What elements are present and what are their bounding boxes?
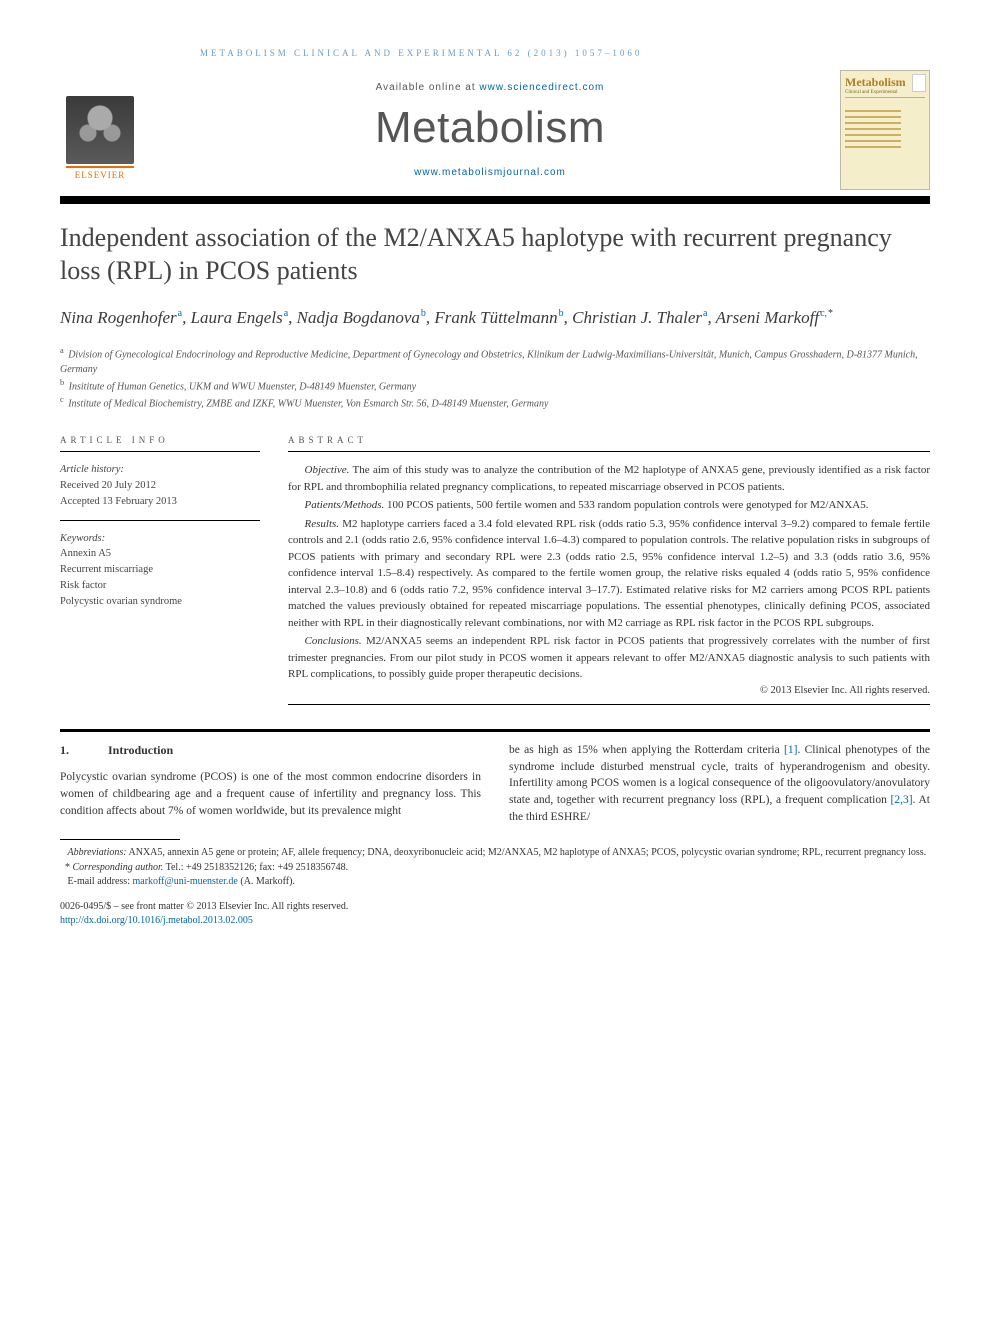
- section-number: 1.: [60, 742, 108, 759]
- corr-text: Tel.: +49 2518352126; fax: +49 251835674…: [163, 862, 348, 873]
- abbrev-text: ANXA5, annexin A5 gene or protein; AF, a…: [127, 847, 927, 858]
- publication-footer: 0026-0495/$ – see front matter © 2013 El…: [60, 900, 930, 928]
- email-line: E-mail address: markoff@uni-muenster.de …: [60, 875, 930, 890]
- section-heading: 1.Introduction: [60, 742, 481, 759]
- publisher-name: ELSEVIER: [75, 170, 126, 180]
- citation-2-3[interactable]: [2,3]: [891, 794, 913, 806]
- elsevier-tree-icon: [66, 96, 134, 164]
- intro-para-right: be as high as 15% when applying the Rott…: [509, 742, 930, 825]
- author-list: Nina Rogenhofera, Laura Engelsa, Nadja B…: [60, 305, 930, 331]
- available-prefix: Available online at: [376, 82, 480, 93]
- cover-mini-icon: [912, 74, 926, 92]
- keywords-list: Annexin A5Recurrent miscarriageRisk fact…: [60, 546, 260, 609]
- keyword: Risk factor: [60, 578, 260, 594]
- article-info-column: ARTICLE INFO Article history: Received 2…: [60, 435, 260, 705]
- author: Nadja Bogdanovab: [297, 308, 426, 327]
- article-title: Independent association of the M2/ANXA5 …: [60, 222, 930, 287]
- author: Arseni Markoffc,*: [716, 308, 833, 327]
- abstract-run-in: Patients/Methods.: [305, 499, 385, 511]
- received-date: Received 20 July 2012: [60, 478, 260, 494]
- affil-sup: c: [60, 395, 64, 404]
- citation-1[interactable]: [1]: [784, 744, 797, 756]
- affil-sup: a: [60, 346, 64, 355]
- abstract-rule: [288, 704, 930, 705]
- abstract-paragraph: Patients/Methods. 100 PCOS patients, 500…: [288, 497, 930, 514]
- publisher-rule: [66, 166, 134, 168]
- running-head: METABOLISM CLINICAL AND EXPERIMENTAL 62 …: [60, 48, 930, 58]
- journal-name: Metabolism: [140, 103, 840, 153]
- journal-header: ELSEVIER Available online at www.science…: [60, 70, 930, 190]
- journal-center: Available online at www.sciencedirect.co…: [140, 82, 840, 178]
- abstract-paragraph: Objective. The aim of this study was to …: [288, 462, 930, 495]
- header-rule: [60, 196, 930, 204]
- history-label: Article history:: [60, 462, 260, 478]
- author-affil-sup: a: [702, 308, 707, 319]
- abstract-run-in: Conclusions.: [305, 635, 362, 647]
- keywords-block: Keywords: Annexin A5Recurrent miscarriag…: [60, 531, 260, 620]
- corresponding-line: * Corresponding author. Tel.: +49 251835…: [60, 861, 930, 876]
- abstract-paragraph: Conclusions. M2/ANXA5 seems an independe…: [288, 633, 930, 683]
- abstract-copyright: © 2013 Elsevier Inc. All rights reserved…: [288, 685, 930, 696]
- body-col-left: 1.Introduction Polycystic ovarian syndro…: [60, 742, 481, 825]
- intro-para-left: Polycystic ovarian syndrome (PCOS) is on…: [60, 769, 481, 819]
- abstract-text: Objective. The aim of this study was to …: [288, 462, 930, 683]
- author-affil-sup: c,: [819, 308, 827, 319]
- author: Christian J. Thalera: [572, 308, 707, 327]
- accepted-date: Accepted 13 February 2013: [60, 494, 260, 510]
- doi-link[interactable]: http://dx.doi.org/10.1016/j.metabol.2013…: [60, 915, 253, 926]
- footnote-rule: [60, 839, 180, 840]
- email-tail: (A. Markoff).: [238, 876, 295, 887]
- keyword: Recurrent miscarriage: [60, 562, 260, 578]
- body-col-right: be as high as 15% when applying the Rott…: [509, 742, 930, 825]
- affiliation: b Insititute of Human Genetics, UKM and …: [60, 377, 930, 394]
- corr-label: Corresponding author.: [73, 862, 164, 873]
- keywords-label: Keywords:: [60, 531, 260, 547]
- email-label: E-mail address:: [68, 876, 133, 887]
- abstract-column: ABSTRACT Objective. The aim of this stud…: [288, 435, 930, 705]
- abstract-heading: ABSTRACT: [288, 435, 930, 452]
- publisher-logo: ELSEVIER: [60, 80, 140, 180]
- journal-cover-thumb: Metabolism Clinical and Experimental: [840, 70, 930, 190]
- author: Nina Rogenhofera: [60, 308, 182, 327]
- keyword: Annexin A5: [60, 546, 260, 562]
- author-affil-sup: a: [177, 308, 182, 319]
- abbreviations-line: Abbreviations: ANXA5, annexin A5 gene or…: [60, 846, 930, 861]
- article-info-heading: ARTICLE INFO: [60, 435, 260, 452]
- article-history-block: Article history: Received 20 July 2012 A…: [60, 462, 260, 520]
- body-columns: 1.Introduction Polycystic ovarian syndro…: [60, 742, 930, 825]
- author: Laura Engelsa: [191, 308, 289, 327]
- body-top-rule: [60, 729, 930, 732]
- abstract-paragraph: Results. M2 haplotype carriers faced a 3…: [288, 516, 930, 632]
- intro-text-a: be as high as 15% when applying the Rott…: [509, 744, 784, 756]
- author: Frank Tüttelmannb: [434, 308, 563, 327]
- affiliation-list: a Division of Gynecological Endocrinolog…: [60, 345, 930, 412]
- author-affil-sup: a: [283, 308, 288, 319]
- footnotes: Abbreviations: ANXA5, annexin A5 gene or…: [60, 846, 930, 890]
- available-online-line: Available online at www.sciencedirect.co…: [140, 82, 840, 93]
- abstract-run-in: Results.: [305, 518, 340, 530]
- author-affil-sup: b: [558, 308, 564, 319]
- abstract-run-in: Objective.: [305, 464, 350, 476]
- sciencedirect-link[interactable]: www.sciencedirect.com: [479, 82, 604, 93]
- abbrev-label: Abbreviations:: [68, 847, 127, 858]
- journal-homepage-link[interactable]: www.metabolismjournal.com: [140, 167, 840, 178]
- author-affil-sup: b: [420, 308, 426, 319]
- keyword: Polycystic ovarian syndrome: [60, 594, 260, 610]
- corresponding-star: *: [827, 308, 833, 319]
- front-matter-line: 0026-0495/$ – see front matter © 2013 El…: [60, 900, 930, 914]
- affiliation: c Institute of Medical Biochemistry, ZMB…: [60, 394, 930, 411]
- corr-email-link[interactable]: markoff@uni-muenster.de: [132, 876, 237, 887]
- affil-sup: b: [60, 378, 64, 387]
- affiliation: a Division of Gynecological Endocrinolog…: [60, 345, 930, 377]
- section-title: Introduction: [108, 743, 173, 757]
- cover-toc-lines: [845, 110, 925, 148]
